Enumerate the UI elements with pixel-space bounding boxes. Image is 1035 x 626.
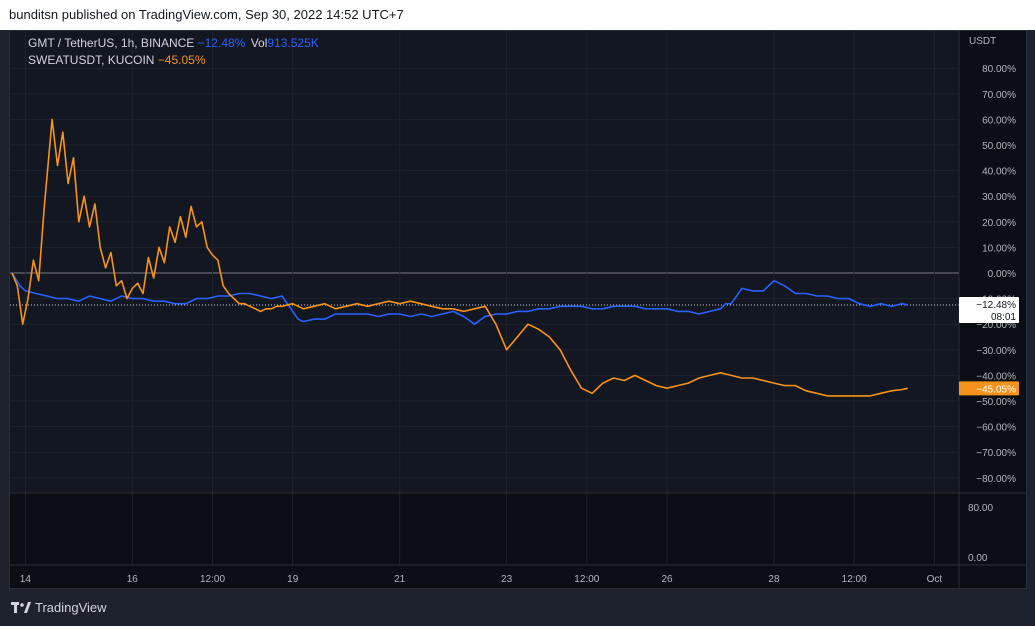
last-value-badge-sweat: [959, 381, 1019, 396]
footer: [0, 589, 1035, 626]
tradingview-logo[interactable]: TradingView: [11, 600, 107, 615]
legend-gmt[interactable]: GMT / TetherUS, 1h, BINANCE −12.48% Vol9…: [28, 36, 319, 50]
y-tick-label: 30.00%: [982, 192, 1016, 203]
legend-sweat[interactable]: SWEATUSDT, KUCOIN −45.05%: [28, 53, 206, 67]
last-value-labels: −12.48%08:01 −45.05%: [959, 296, 1019, 396]
chart-frame[interactable]: USDT 80.00% 70.00% 60.00% 50.00% 40.00% 30.00…: [9, 30, 1027, 589]
main-pane-background: [10, 31, 959, 492]
y-tick-label: 10.00%: [982, 243, 1016, 254]
legend-vol-label: Vol: [250, 36, 268, 50]
x-tick-label: 28: [768, 574, 780, 585]
y-tick-label: 40.00%: [982, 167, 1016, 178]
x-tick-label: 12:00: [574, 574, 599, 585]
series-layer: [11, 118, 908, 397]
y-tick-label: 20.00%: [982, 218, 1016, 229]
y-tick-label: −50.00%: [976, 397, 1016, 408]
y-tick-label: −30.00%: [976, 346, 1016, 357]
y-tick-label: −70.00%: [976, 448, 1016, 459]
y-tick-label: 80.00%: [982, 64, 1016, 75]
series-line-sweat[interactable]: [11, 118, 908, 397]
last-value-badge-gmt: [959, 296, 1019, 323]
lower-pane-tick-label: 80.00: [968, 503, 993, 514]
y-tick-label: −20.00%: [976, 320, 1016, 331]
last-value-gmt: −12.48%: [976, 300, 1016, 311]
y-tick-label: 70.00%: [982, 90, 1016, 101]
publish-header: bunditsn published on TradingView.com, S…: [0, 0, 1035, 30]
footer-brand: TradingView: [35, 600, 107, 615]
x-tick-label: 21: [394, 574, 406, 585]
x-tick-label: 12:00: [200, 574, 225, 585]
lower-pane-scale: 80.00 0.00: [968, 503, 993, 564]
price-comparison-chart[interactable]: USDT 80.00% 70.00% 60.00% 50.00% 40.00% 30.00…: [10, 31, 1026, 588]
y-tick-label: −60.00%: [976, 423, 1016, 434]
y-tick-label: −80.00%: [976, 474, 1016, 485]
x-tick-label: 26: [661, 574, 673, 585]
legend-sweat-change: −45.05%: [157, 53, 206, 67]
x-tick-label: 12:00: [842, 574, 867, 585]
last-value-sweat: −45.05%: [976, 384, 1016, 395]
x-tick-label: Oct: [927, 574, 943, 585]
y-tick-label: 0.00%: [988, 269, 1016, 280]
legend-sweat-symbol: SWEATUSDT, KUCOIN: [28, 53, 155, 67]
price-scale[interactable]: 80.00% 70.00% 60.00% 50.00% 40.00% 30.00% 20.0…: [976, 64, 1016, 485]
lower-pane-tick-label: 0.00: [968, 553, 988, 564]
tradingview-logo-icon: [11, 601, 31, 613]
y-tick-label: −40.00%: [976, 371, 1016, 382]
x-tick-label: 23: [501, 574, 513, 585]
time-scale[interactable]: 14 16 12:00 19 21 23 12:00 26 28 12:00 Oct: [20, 574, 943, 585]
x-tick-label: 19: [287, 574, 299, 585]
x-tick-label: 16: [127, 574, 139, 585]
grid: [10, 31, 959, 565]
x-tick-label: 14: [20, 574, 32, 585]
lower-pane-background: [10, 493, 959, 565]
legend-gmt-symbol: GMT / TetherUS, 1h, BINANCE: [28, 36, 195, 50]
countdown-gmt: 08:01: [991, 312, 1016, 323]
series-line-gmt[interactable]: [11, 272, 908, 326]
legend-vol-value: 913.525K: [267, 36, 319, 50]
publish-line: bunditsn published on TradingView.com, S…: [9, 7, 404, 22]
y-tick-label: 60.00%: [982, 115, 1016, 126]
y-tick-label: 50.00%: [982, 141, 1016, 152]
currency-label: USDT: [969, 36, 996, 47]
legend-gmt-change: −12.48%: [197, 36, 246, 50]
